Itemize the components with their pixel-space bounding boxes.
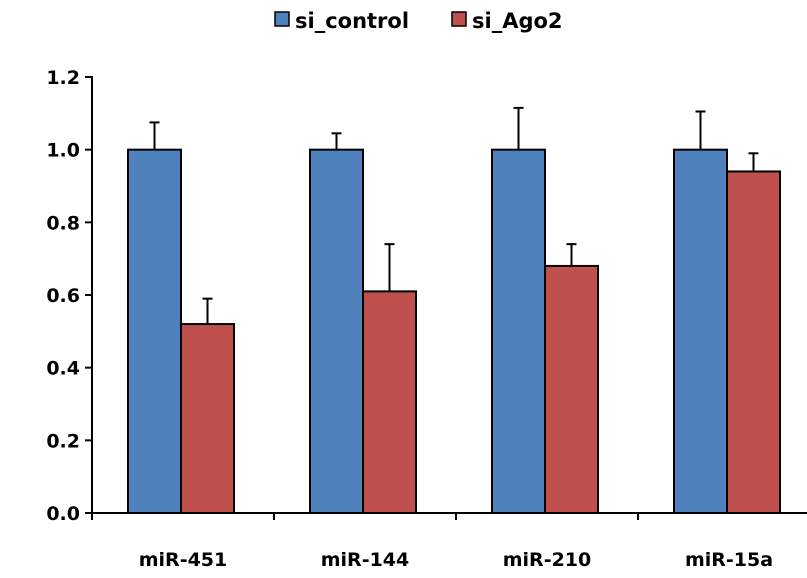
bar-si_Ago2-miR-451 — [180, 323, 235, 515]
legend-label-si_control: si_control — [295, 9, 409, 33]
bar-si_control-miR-210 — [491, 148, 546, 515]
bar-si_control-miR-15a — [673, 148, 728, 515]
bar-si_Ago2-miR-210 — [544, 264, 599, 514]
y-axis-ticks: 0.0 0.2 0.4 0.6 0.8 1.0 1.2 — [46, 67, 92, 525]
legend-swatch-si_Ago2 — [451, 11, 467, 27]
x-category-label: miR-210 — [503, 549, 592, 571]
legend-swatch-si_control — [274, 11, 290, 27]
bar-si_control-miR-144 — [309, 148, 364, 515]
x-category-label: miR-15a — [685, 549, 773, 571]
x-axis-labels: miR-451 miR-144 miR-210 miR-15a — [139, 549, 773, 571]
error-bars — [149, 106, 759, 325]
y-tick-label: 0.6 — [46, 285, 80, 307]
y-tick-label: 0.8 — [46, 212, 80, 234]
x-category-label: miR-451 — [139, 549, 228, 571]
bar-si_Ago2-miR-15a — [726, 170, 781, 514]
y-tick-label: 1.0 — [46, 140, 80, 162]
y-tick-label: 1.2 — [46, 67, 80, 89]
y-tick-label: 0.2 — [46, 430, 80, 452]
y-tick-label: 0.4 — [46, 358, 80, 380]
y-tick-label: 0.0 — [46, 503, 80, 525]
bar-si_Ago2-miR-144 — [362, 290, 417, 514]
legend-label-si_Ago2: si_Ago2 — [472, 9, 563, 33]
legend: si_control si_Ago2 — [274, 9, 563, 33]
x-category-label: miR-144 — [321, 549, 410, 571]
bar-si_control-miR-451 — [127, 148, 182, 515]
bars — [127, 148, 781, 515]
